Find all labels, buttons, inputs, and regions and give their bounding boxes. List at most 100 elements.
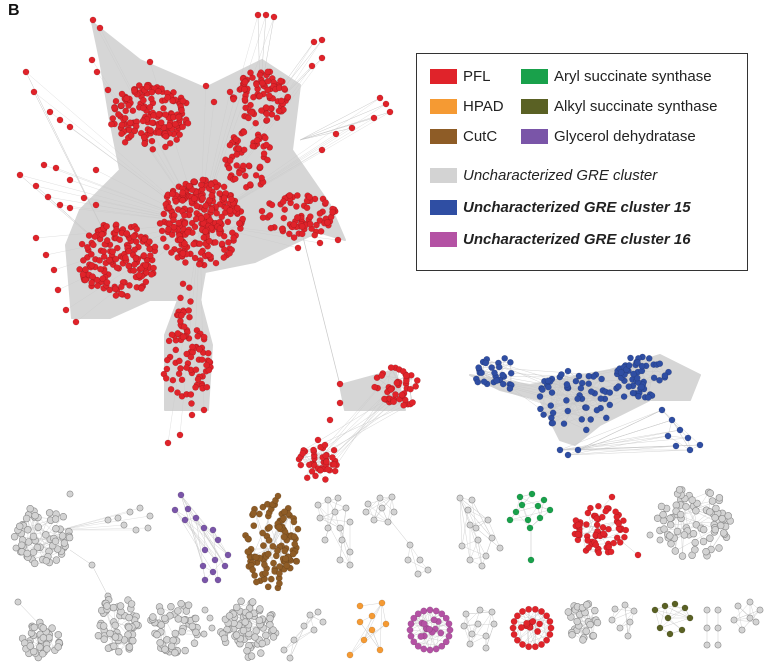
network-node [275,570,283,577]
network-node [262,569,269,577]
network-node [382,620,390,628]
network-node [174,330,182,337]
network-node [258,174,265,182]
network-node [291,540,299,548]
legend-item-uncharacterized-gre-cluster-15: Uncharacterized GRE cluster 15 [430,199,691,216]
network-node [183,364,190,372]
network-node [651,606,659,614]
network-node [266,523,273,531]
network-node [146,252,154,259]
network-node [286,654,294,662]
network-node [314,608,322,616]
network-node [484,516,492,524]
network-node [242,104,249,112]
network-node [676,510,685,519]
network-node [342,504,350,512]
network-node [151,243,159,251]
network-node [103,602,111,610]
network-node [464,506,472,514]
network-node [312,472,319,480]
network-node [534,502,542,510]
network-node [191,223,199,231]
network-node [495,363,503,371]
network-node [314,436,322,444]
network-node [114,244,121,252]
network-node [356,602,364,610]
network-node [164,439,172,447]
network-node [472,524,480,532]
network-node [114,514,122,522]
network-node [62,306,70,314]
network-node [235,220,243,227]
network-node [371,383,378,391]
network-node [171,629,180,638]
network-node [752,618,760,626]
network-node [265,92,273,100]
network-node [294,525,302,533]
network-node [574,446,582,454]
network-node [52,556,61,564]
network-node [180,616,188,624]
network-node [192,628,200,636]
network-node [165,122,173,129]
network-node [130,232,138,240]
network-node [316,210,324,217]
network-node [184,505,192,513]
network-node [190,178,198,185]
network-node [625,362,633,369]
network-node [438,610,446,618]
network-node [256,163,264,171]
network-node [392,391,399,398]
network-node [108,121,115,128]
network-node [185,284,193,292]
network-node [298,230,306,238]
network-node [26,505,34,513]
network-node [245,162,253,169]
network-node [171,120,179,128]
network-node [666,532,674,540]
network-node [430,616,438,624]
network-node [32,234,40,242]
network-node [264,550,272,558]
network-node [213,209,220,217]
network-node [262,11,270,19]
network-node [715,544,723,552]
network-node [629,389,637,397]
network-node [671,600,679,608]
network-node [546,618,554,625]
network-node [167,602,175,611]
network-node [506,385,514,392]
network-node [22,514,31,523]
network-node [603,414,610,422]
network-node [188,411,196,419]
network-node [256,71,264,79]
network-node [280,85,288,92]
network-node [257,649,265,657]
network-node [712,504,720,513]
network-node [666,630,674,638]
network-node [756,606,764,614]
network-node [404,556,412,564]
network-node [324,496,332,504]
network-node [574,531,582,538]
network-node [231,175,239,183]
network-node [274,547,281,555]
network-node [194,375,202,383]
network-node [205,251,212,259]
network-node [42,251,50,259]
network-node [689,529,698,538]
network-node [620,393,628,400]
network-node [595,502,602,510]
network-node [398,391,406,399]
network-node [303,204,311,212]
network-node [176,357,183,365]
network-node [163,243,170,251]
network-node [235,145,243,152]
network-node [514,636,521,644]
network-node [269,626,277,634]
network-node [169,376,177,384]
network-node [253,136,261,144]
network-node [416,556,424,564]
network-node [546,506,554,514]
network-node [587,416,595,423]
